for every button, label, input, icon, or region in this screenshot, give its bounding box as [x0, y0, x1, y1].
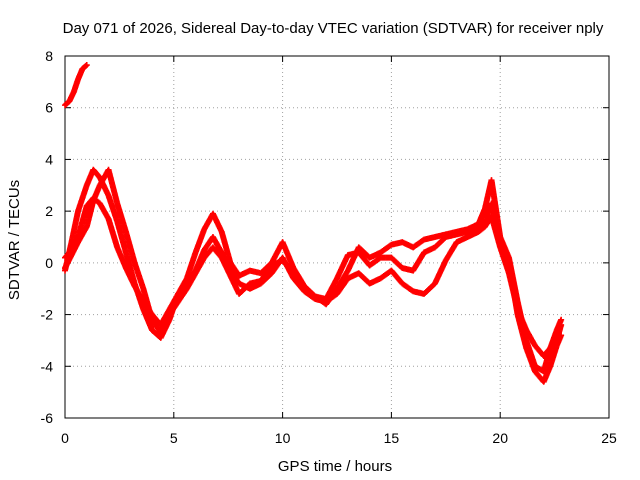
chart-title: Day 071 of 2026, Sidereal Day-to-day VTE… — [63, 20, 604, 37]
x-tick-label: 20 — [492, 430, 508, 446]
x-tick-label: 15 — [384, 430, 400, 446]
series-segment-1 — [62, 62, 90, 109]
x-tick-label: 5 — [170, 430, 178, 446]
series-trace-c — [62, 166, 565, 385]
plot-frame — [64, 55, 610, 419]
points-layer — [62, 62, 565, 385]
x-axis-label: GPS time / hours — [278, 458, 392, 475]
y-tick-label: 2 — [45, 203, 53, 219]
y-tick-label: -2 — [41, 307, 54, 323]
data-point — [558, 321, 565, 328]
y-tick-label: 4 — [45, 151, 53, 167]
y-axis-label: SDTVAR / TECUs — [6, 180, 23, 300]
y-tick-label: 8 — [45, 48, 53, 64]
data-point — [558, 316, 565, 323]
grid-layer — [65, 56, 609, 418]
y-tick-label: -4 — [41, 358, 54, 374]
y-tick-label: 0 — [45, 255, 53, 271]
ticks-layer: 0 5 10 15 20 25 -6 -4 -2 0 2 4 6 8 — [41, 48, 617, 446]
y-tick-label: -6 — [41, 410, 54, 426]
x-tick-label: 25 — [601, 430, 617, 446]
x-tick-label: 10 — [275, 430, 291, 446]
data-point — [83, 62, 90, 69]
data-point — [558, 332, 565, 339]
y-tick-label: 6 — [45, 100, 53, 116]
x-tick-label: 0 — [61, 430, 69, 446]
